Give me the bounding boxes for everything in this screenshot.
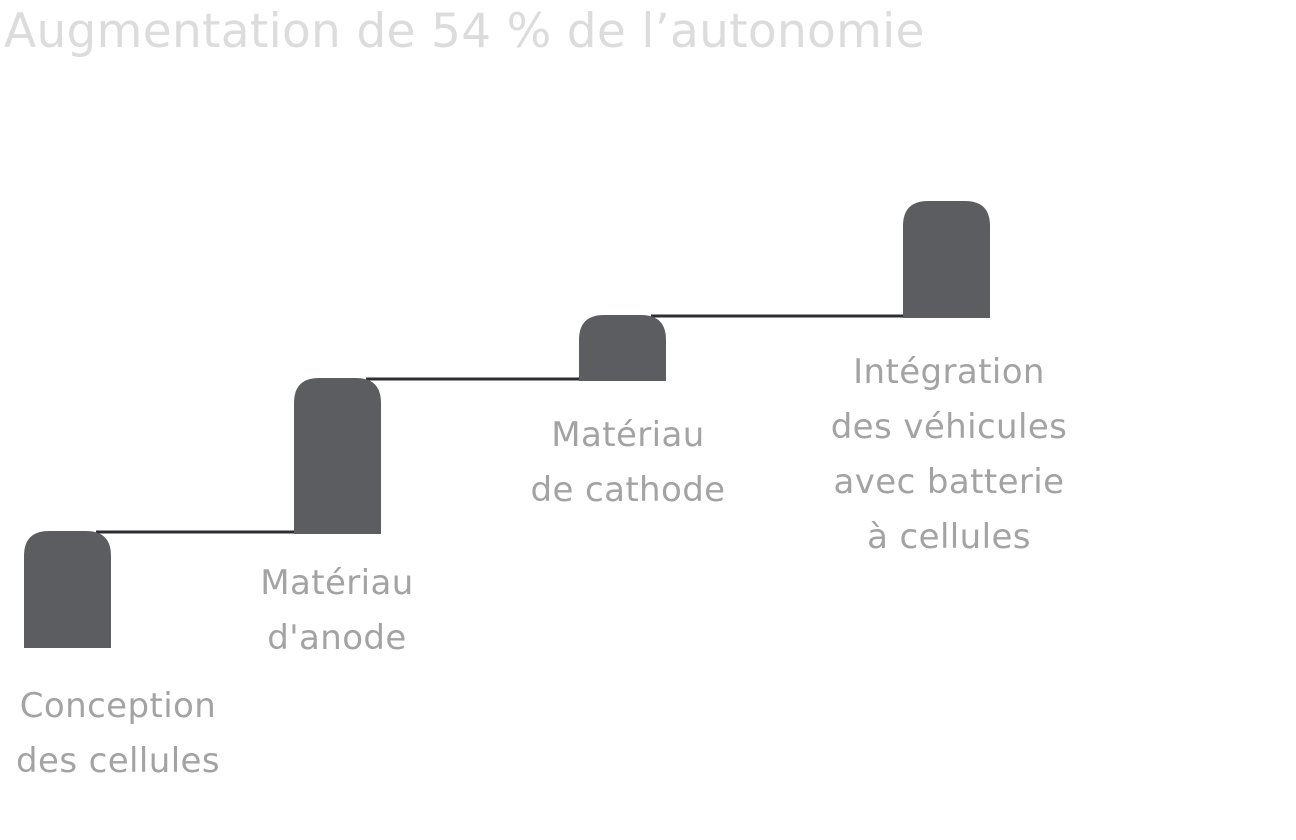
step-label-line: d'anode xyxy=(267,618,407,658)
step-label-line: à cellules xyxy=(867,517,1031,557)
step-label-anode-material: Matériau d'anode xyxy=(217,556,457,666)
step-label-line: Matériau xyxy=(551,415,705,455)
step-label-cathode-material: Matériau de cathode xyxy=(498,408,758,518)
step-label-line: des cellules xyxy=(16,741,220,781)
step-label-line: Conception xyxy=(19,686,217,726)
step-label-vehicle-integration: Intégration des véhicules avec batterie … xyxy=(794,345,1104,565)
step-block-anode-material xyxy=(294,378,381,534)
step-block-cathode-material xyxy=(579,315,666,381)
step-label-line: Matériau xyxy=(260,563,414,603)
step-block-vehicle-integration xyxy=(903,201,990,318)
step-block-cell-design xyxy=(24,531,111,648)
step-label-line: Intégration xyxy=(853,352,1045,392)
diagram-title: Augmentation de 54 % de l’autonomie xyxy=(4,4,925,59)
step-label-cell-design: Conception des cellules xyxy=(0,679,236,789)
step-label-line: avec batterie xyxy=(833,462,1065,502)
step-label-line: des véhicules xyxy=(830,407,1068,447)
step-label-line: de cathode xyxy=(530,470,726,510)
